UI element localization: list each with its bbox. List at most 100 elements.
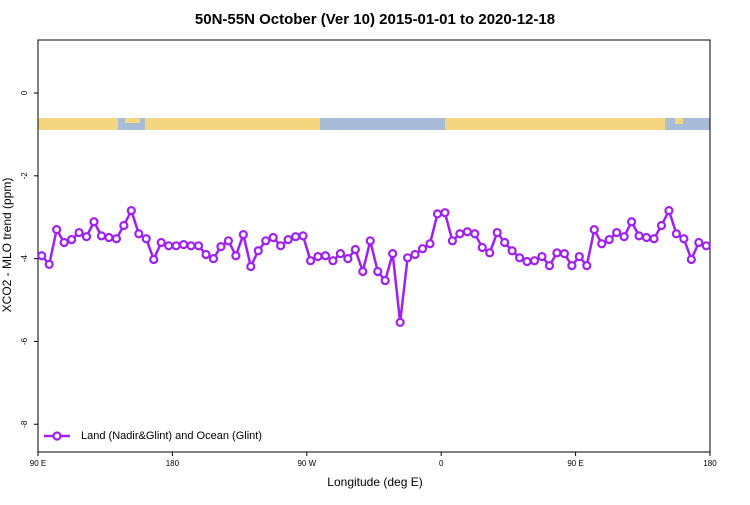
plot-frame [37, 39, 711, 453]
data-point [89, 217, 99, 227]
y-tick-label: -8 [20, 420, 29, 428]
data-point [253, 246, 263, 256]
data-point [231, 251, 241, 261]
data-point [574, 251, 584, 262]
data-point [298, 231, 308, 241]
data-point [440, 208, 450, 218]
data-point [686, 254, 696, 265]
data-point [208, 254, 219, 264]
data-point [268, 232, 278, 243]
x-tick-label: 0 [439, 459, 444, 468]
data-point [514, 253, 525, 263]
data-point [679, 234, 689, 244]
data-point [432, 209, 443, 219]
data-point [373, 266, 383, 277]
data-point [328, 256, 338, 266]
y-tick-label: -6 [20, 337, 29, 345]
y-axis-label: XCO2 - MLO trend (ppm) [0, 178, 14, 313]
x-tick-label: 90 W [297, 459, 316, 468]
data-point [111, 234, 122, 244]
data-point [380, 275, 390, 286]
data-point [305, 256, 316, 266]
data-point [626, 217, 637, 227]
legend-label: Land (Nadir&Glint) and Ocean (Glint) [81, 430, 262, 442]
data-point [276, 241, 286, 251]
chart-title: 50N-55N October (Ver 10) 2015-01-01 to 2… [195, 11, 555, 28]
data-point [171, 241, 181, 251]
surface-strip [38, 118, 710, 130]
x-axis-label: Longitude (deg E) [327, 475, 422, 489]
data-point [462, 227, 472, 237]
data-point [544, 261, 555, 271]
data-point [193, 241, 204, 251]
data-point [425, 239, 435, 249]
data-point [201, 249, 211, 260]
data-point [701, 241, 711, 251]
data-point [500, 237, 510, 248]
data-point [44, 259, 54, 270]
data-point [567, 261, 577, 271]
x-tick-label: 90 E [30, 459, 46, 468]
data-point [410, 249, 420, 260]
y-tick-label: -4 [20, 255, 29, 263]
data-point [395, 317, 405, 327]
data-point [358, 266, 368, 277]
data-point [37, 251, 47, 261]
data-point [403, 253, 413, 263]
data-point [537, 251, 547, 262]
data-point [417, 244, 428, 254]
data-point [134, 229, 144, 239]
data-point [216, 242, 226, 252]
data-point [365, 236, 375, 246]
data-point [156, 237, 166, 248]
data-point [74, 227, 84, 238]
data-point [119, 220, 129, 231]
data-point [671, 229, 682, 239]
data-point [350, 244, 360, 255]
data-point [59, 237, 69, 248]
data-point [522, 256, 532, 267]
data-point [313, 251, 323, 262]
data-point [164, 241, 174, 251]
legend-marker [52, 431, 62, 441]
data-point [664, 205, 674, 216]
data-point [447, 236, 457, 246]
data-point [96, 231, 107, 241]
y-tick-label: -2 [20, 172, 29, 180]
data-point [619, 232, 629, 242]
data-point [582, 261, 592, 271]
series-line [40, 207, 707, 323]
data-point [66, 234, 77, 245]
data-point [470, 229, 480, 239]
data-point [223, 236, 233, 246]
data-point [455, 229, 465, 239]
data-point [552, 248, 562, 258]
y-tick-label: 0 [20, 90, 29, 95]
data-point [529, 256, 540, 266]
data-point [186, 241, 196, 251]
data-point [597, 239, 607, 249]
data-point [492, 227, 502, 238]
data-point [291, 232, 301, 242]
data-point [649, 234, 659, 244]
x-tick-label: 180 [703, 459, 717, 468]
data-point [694, 237, 704, 248]
data-point [52, 225, 62, 235]
data-point [81, 232, 92, 242]
data-point [179, 239, 189, 250]
data-point [507, 246, 517, 256]
data-point [149, 254, 159, 265]
x-tick-label: 90 E [567, 459, 583, 468]
data-point [335, 249, 345, 259]
data-point [559, 249, 570, 259]
data-point [485, 248, 495, 258]
data-point [283, 234, 293, 245]
data-point [477, 242, 487, 253]
data-point [388, 249, 398, 259]
x-tick-label: 180 [166, 459, 180, 468]
data-point [246, 261, 256, 272]
data-point [320, 251, 331, 261]
data-point [141, 234, 151, 244]
data-point [343, 254, 353, 264]
